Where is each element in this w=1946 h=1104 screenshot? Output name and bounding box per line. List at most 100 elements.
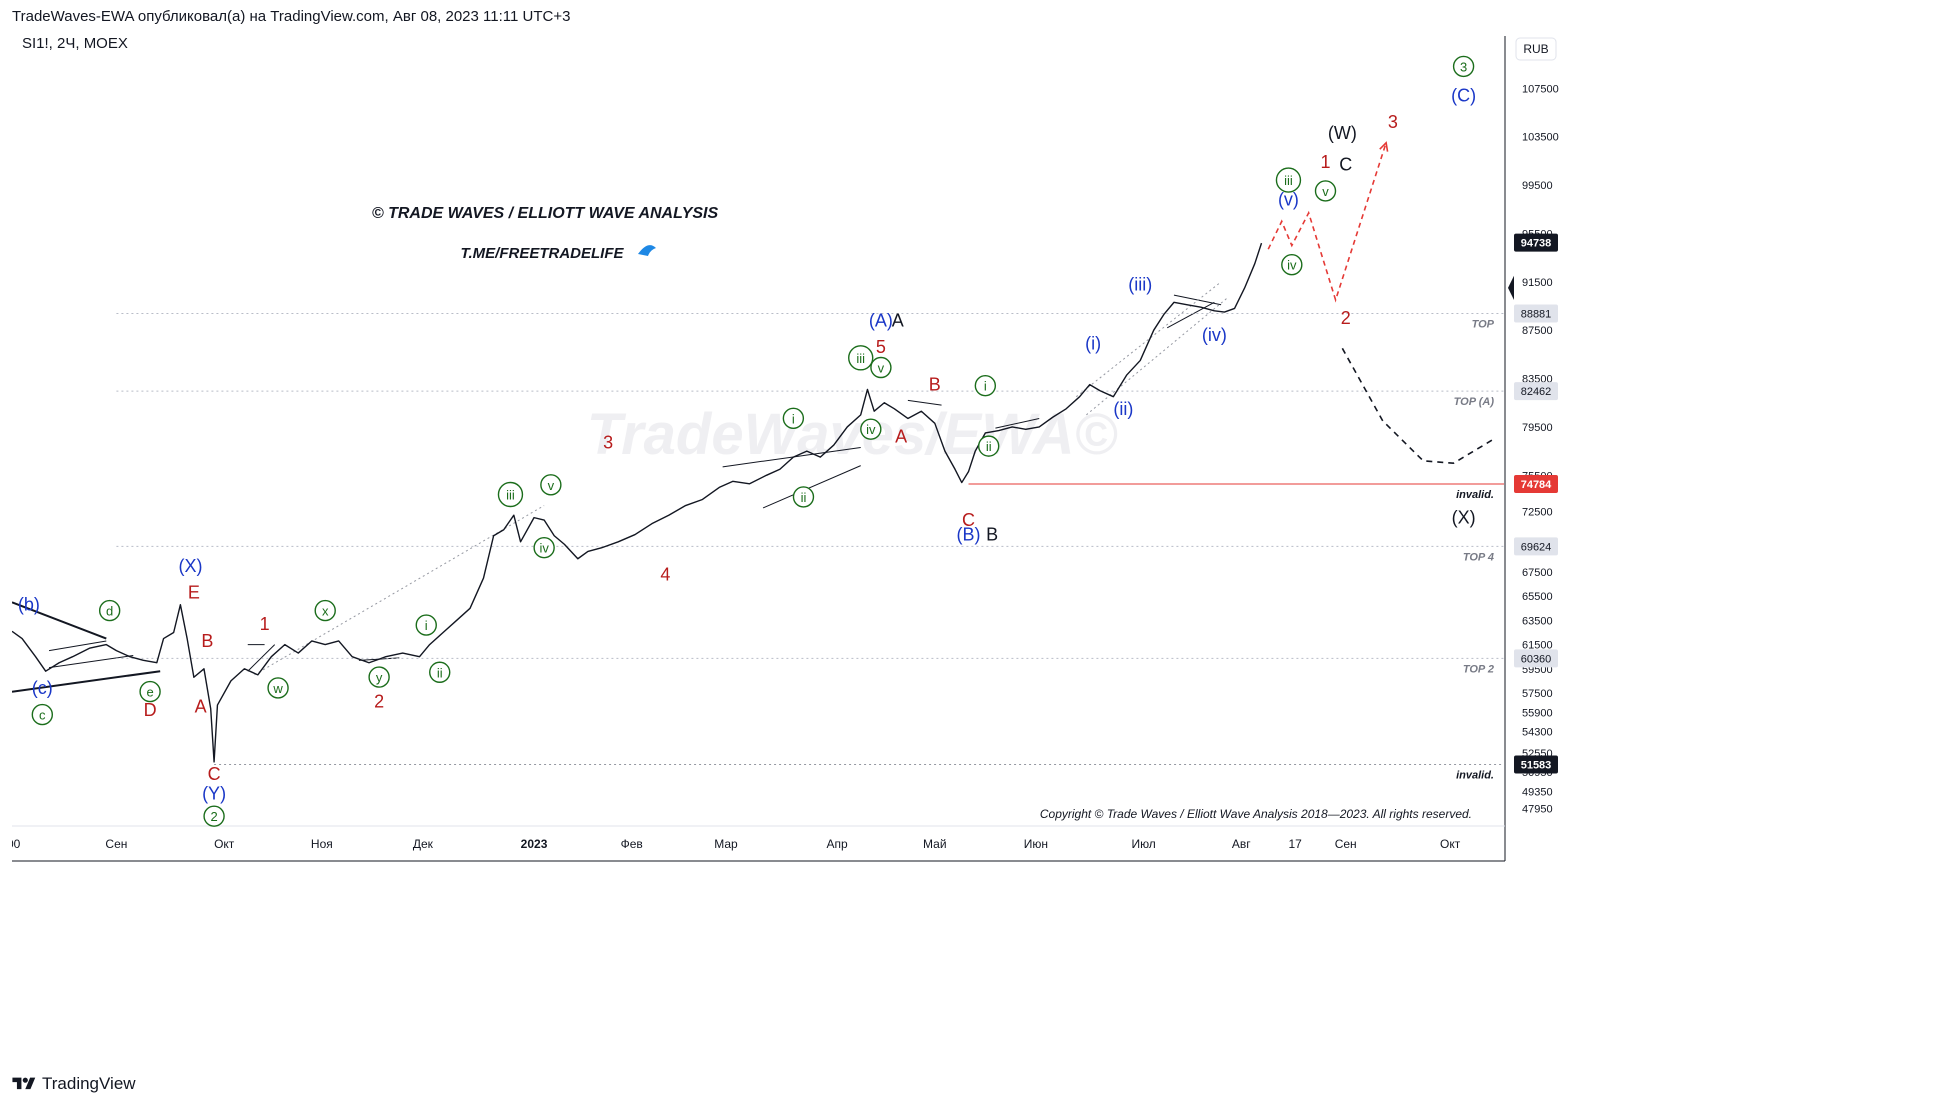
- wave-label-circle: [139, 680, 161, 703]
- y-tick-label: 63500: [1522, 615, 1553, 627]
- wave-label-circle: [415, 614, 437, 636]
- price-tag-bg: [1514, 233, 1558, 252]
- wave-label-text: v: [1322, 184, 1329, 199]
- price-tag-2[interactable]: 82462: [1514, 382, 1558, 401]
- wave-label-text: 3: [603, 433, 613, 453]
- wave-label-circle: [98, 599, 121, 622]
- x-tick-label-0: :00: [12, 837, 21, 851]
- price-tag-bg: [1514, 382, 1558, 401]
- wave-label-circle: [267, 677, 289, 699]
- price-tag-text: 88881: [1521, 308, 1552, 320]
- price-tag-6[interactable]: 51583: [1514, 755, 1558, 774]
- y-tick-label: 91500: [1522, 277, 1553, 289]
- wave-label-circle: [792, 486, 815, 508]
- wave-label-circle: [497, 481, 524, 508]
- y-tick-label: 79500: [1522, 422, 1553, 434]
- footer-brand[interactable]: TradingView: [42, 1074, 136, 1093]
- level-label-3: invalid.: [1456, 489, 1494, 501]
- wave-label-47: v: [1314, 180, 1337, 202]
- wave-label-circle: [429, 661, 451, 683]
- wave-label-text: iii: [1284, 173, 1293, 188]
- y-tick-label: 49350: [1522, 787, 1553, 799]
- wave-icon: [638, 245, 656, 256]
- copyright-text: Copyright © Trade Waves / Elliott Wave A…: [1040, 807, 1472, 821]
- wave-label-text: (X): [179, 556, 203, 576]
- wave-label-text: iv: [866, 422, 876, 437]
- wave-label-54: (C): [1451, 86, 1476, 106]
- level-label-5: TOP 2: [1463, 663, 1494, 675]
- wave-label-6: (X): [179, 556, 203, 576]
- structure-line-14: [1075, 281, 1222, 398]
- structure-line-13: [254, 505, 545, 676]
- wave-label-50: (W): [1328, 123, 1357, 143]
- wave-label-text: (iv): [1202, 325, 1227, 345]
- wave-label-45: (v): [1278, 190, 1299, 210]
- wave-label-35: i: [974, 374, 997, 397]
- wave-label-circle: [1281, 254, 1303, 276]
- wave-label-text: (Y): [202, 783, 226, 803]
- x-tick-label-6: Фев: [621, 837, 643, 851]
- wave-label-36: ii: [978, 435, 1000, 457]
- wave-label-text: C: [962, 510, 975, 530]
- wave-label-10: C: [208, 764, 221, 784]
- y-tick-label: 54300: [1522, 727, 1553, 739]
- price-tag-text: 51583: [1521, 760, 1552, 772]
- price-tag-3[interactable]: 74784: [1514, 474, 1558, 493]
- price-tag-1[interactable]: 88881: [1514, 304, 1558, 323]
- structure-line-8: [762, 465, 861, 509]
- wave-label-text: B: [201, 631, 213, 651]
- wave-label-text: 3: [1388, 112, 1398, 132]
- wave-label-text: i: [984, 379, 987, 394]
- x-tick-label-15: Окт: [1440, 837, 1461, 851]
- wave-label-circle: [974, 374, 997, 397]
- wave-label-3: d: [98, 599, 121, 622]
- wave-label-text: 5: [876, 337, 886, 357]
- telegram-watermark: T.ME/FREETRADELIFE: [460, 245, 624, 262]
- wave-label-text: ii: [986, 439, 992, 454]
- wave-label-text: e: [146, 685, 153, 700]
- x-tick-label-13: 17: [1289, 837, 1303, 851]
- tradingview-logo-icon[interactable]: [12, 1075, 36, 1093]
- wave-label-text: i: [792, 411, 795, 426]
- wave-label-28: v: [870, 356, 892, 379]
- wave-label-20: iii: [497, 481, 524, 508]
- wave-label-text: (C): [1451, 86, 1476, 106]
- wave-label-text: B: [986, 525, 998, 545]
- price-tag-text: 69624: [1521, 541, 1552, 553]
- wave-label-text: w: [272, 681, 283, 696]
- wave-label-text: 1: [260, 614, 270, 634]
- wave-label-text: (ii): [1113, 399, 1133, 419]
- wave-label-text: (iii): [1128, 274, 1152, 294]
- wave-label-circle: [314, 599, 336, 622]
- level-label-2: TOP (A): [1454, 396, 1495, 408]
- x-tick-label-1: Сен: [105, 837, 127, 851]
- currency-badge[interactable]: RUB: [1515, 37, 1557, 61]
- level-label-4: TOP 4: [1463, 551, 1494, 563]
- wave-label-text: A: [895, 427, 907, 447]
- price-chart[interactable]: SI1!, 2Ч, MOEX RUB TradeWaves/EWA© © TRADE …: [12, 36, 1936, 1062]
- wave-label-17: 2: [374, 691, 384, 711]
- structure-line-0: [12, 601, 107, 640]
- chart-background: [12, 36, 1936, 1062]
- wave-label-16: y: [368, 666, 390, 688]
- y-tick-label: 99500: [1522, 180, 1553, 192]
- wave-label-circle: [870, 356, 892, 379]
- price-tag-0[interactable]: 94738: [1514, 233, 1558, 252]
- wave-label-text: iv: [1287, 258, 1297, 273]
- price-tag-bg: [1514, 474, 1558, 493]
- y-tick-label: 55900: [1522, 707, 1553, 719]
- wave-label-39: B: [986, 525, 998, 545]
- wave-label-text: 2: [374, 691, 384, 711]
- y-tick-label: 65500: [1522, 591, 1553, 603]
- y-tick-label: 107500: [1522, 83, 1559, 95]
- wave-label-46: iv: [1281, 254, 1303, 276]
- wave-label-52: 3: [1388, 112, 1398, 132]
- wave-label-text: C: [208, 764, 221, 784]
- wave-label-40: (i): [1085, 334, 1101, 354]
- price-tag-5[interactable]: 60360: [1514, 649, 1558, 668]
- wave-label-circle: [860, 418, 882, 440]
- price-tag-4[interactable]: 69624: [1514, 537, 1558, 556]
- wave-label-26: i: [782, 407, 805, 430]
- published-header: TradeWaves-EWA опубликовал(а) на Trading…: [12, 8, 571, 25]
- wave-label-text: (b): [18, 595, 40, 615]
